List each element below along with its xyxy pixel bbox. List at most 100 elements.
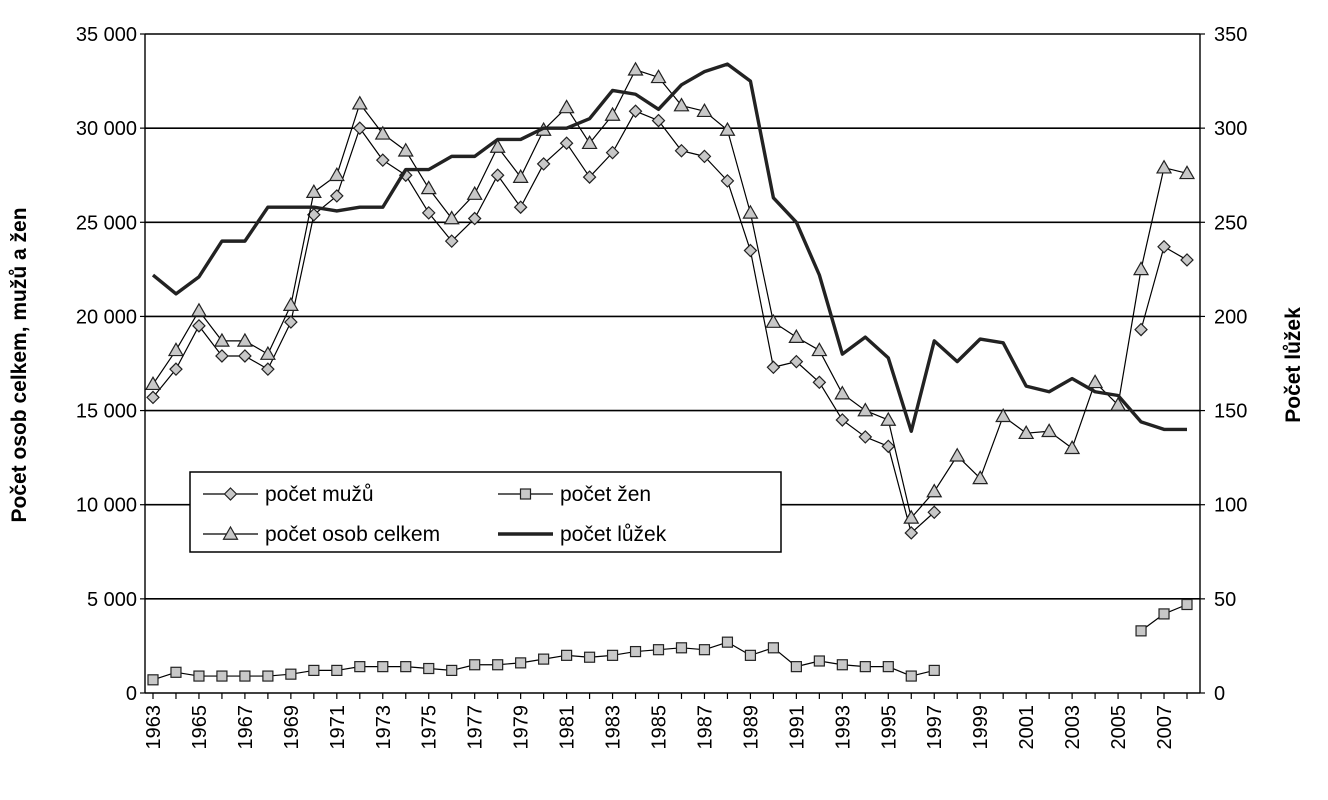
y-left-tick-label: 0 [126,683,137,705]
x-tick-label: 1991 [786,705,808,750]
data-point [652,644,665,656]
data-point [813,655,825,667]
data-point [466,185,483,200]
series-layer [144,61,1196,686]
data-point [167,342,185,357]
data-point [351,95,368,110]
data-point [811,342,828,357]
x-tick-label: 1965 [189,705,211,750]
data-point [880,411,897,426]
data-point [1064,440,1081,455]
data-point [789,354,804,369]
data-point [469,659,481,671]
data-point [857,402,874,417]
legend-box [189,471,782,553]
x-tick-label: 1989 [740,705,762,750]
data-point [767,642,780,654]
x-tick-label: 1981 [557,705,579,750]
x-tick-label: 2003 [1062,705,1084,750]
y-left-tick-label: 5 000 [87,589,137,611]
legend-marker [222,525,239,540]
data-point [423,662,435,675]
legend-label: počet mužů [265,483,374,506]
series-line [152,69,1188,519]
x-tick-label: 1987 [694,705,716,750]
data-point [859,661,871,673]
data-point [651,113,666,128]
data-point [972,470,989,485]
data-point [744,649,757,661]
x-tick-label: 2001 [1016,705,1038,750]
data-point [170,666,182,678]
x-tick-label: 1983 [603,705,625,750]
legend-label: počet žen [560,483,651,506]
data-point [650,69,667,84]
data-point [1135,625,1147,637]
data-point [305,183,322,199]
data-point [262,670,274,682]
data-point [352,121,367,135]
data-point [192,318,206,333]
data-point [742,204,759,219]
x-tick-label: 1997 [924,705,946,750]
data-point [536,157,551,171]
data-point [949,447,966,462]
data-point [721,636,734,648]
y-right-tick-label: 350 [1214,24,1247,46]
legend-label: počet lůžek [560,523,667,546]
data-point [606,649,619,661]
data-point [1178,165,1196,180]
data-point [467,211,482,226]
data-point [1157,239,1171,254]
data-point [1018,424,1035,440]
data-point [583,651,596,663]
data-point [836,659,848,671]
data-point [515,657,527,669]
series-3 [151,62,1187,433]
legend-label: počet osob celkem [265,523,440,546]
data-point [834,385,851,400]
data-point [285,668,297,680]
data-point [147,674,159,686]
data-point [492,659,504,671]
y-axis-right-title: Počet lůžek [1282,307,1305,423]
legend: počet mužů počet žen počet osob celkem poče… [189,471,782,553]
data-point [146,390,160,405]
data-point [628,104,643,119]
data-point [538,653,550,665]
data-point [489,138,506,153]
axes [140,33,1205,699]
x-tick-label: 1977 [465,705,487,750]
tick-labels: 0 5 000 10 000 15 000 20 000 25 000 30 000 35 0… [76,24,1248,750]
x-tick-label: 1975 [419,705,441,750]
legend-marker [223,487,238,501]
data-point [927,505,942,520]
data-point [215,349,229,363]
data-point [1158,608,1170,620]
data-point [444,234,459,248]
data-point [236,332,253,347]
data-point [259,345,276,360]
x-tick-label: 1979 [511,705,533,750]
data-point [928,664,940,677]
y-left-tick-label: 10 000 [76,495,137,517]
data-point [284,315,298,329]
x-tick-label: 1971 [327,705,349,750]
y-right-tick-label: 0 [1214,683,1225,705]
x-tick-label: 1993 [832,705,854,750]
data-point [261,362,275,376]
data-point [421,206,436,220]
data-point [513,200,528,215]
data-point [995,408,1012,423]
data-point [719,121,736,136]
data-point [512,168,529,183]
y-axis-left-title: Počet osob celkem, mužů a žen [8,207,31,522]
data-point [743,243,758,258]
data-point [903,509,920,524]
data-point [374,125,391,140]
data-point [377,661,389,673]
data-point [604,106,621,121]
series-line [152,110,935,534]
data-point [1181,598,1193,611]
